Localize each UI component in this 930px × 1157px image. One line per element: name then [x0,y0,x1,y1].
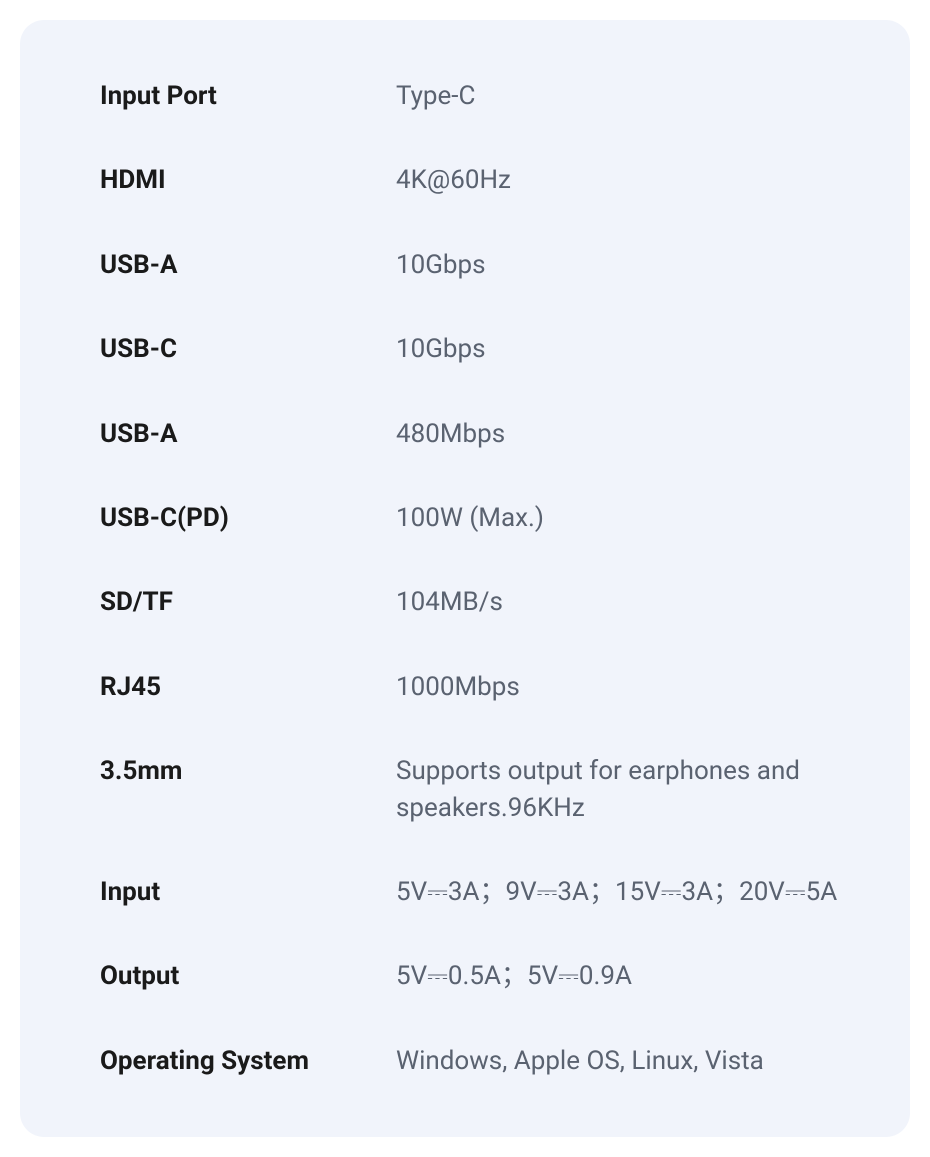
spec-value: 10Gbps [396,247,848,283]
spec-label: RJ45 [100,669,396,705]
spec-row: HDMI 4K@60Hz [100,162,848,198]
spec-label: USB-C(PD) [100,500,396,536]
spec-label: HDMI [100,162,396,198]
spec-value: 10Gbps [396,331,848,367]
spec-row: RJ45 1000Mbps [100,669,848,705]
spec-row: SD/TF 104MB/s [100,584,848,620]
spec-label: USB-C [100,331,396,367]
spec-label: Input Port [100,78,396,114]
spec-value: 4K@60Hz [396,162,848,198]
spec-label: Input [100,874,396,910]
spec-value: Supports output for earphones and speake… [396,753,848,826]
spec-value: 104MB/s [396,584,848,620]
spec-row: USB-A 10Gbps [100,247,848,283]
spec-value: Type-C [396,78,848,114]
spec-row: 3.5mm Supports output for earphones and … [100,753,848,826]
spec-label: 3.5mm [100,753,396,826]
spec-card: Input Port Type-C HDMI 4K@60Hz USB-A 10G… [20,20,910,1137]
spec-label: Output [100,958,396,994]
spec-row: Input Port Type-C [100,78,848,114]
spec-value: 5V⎓0.5A；5V⎓0.9A [396,958,848,994]
spec-label: USB-A [100,416,396,452]
spec-row: USB-A 480Mbps [100,416,848,452]
spec-value: 5V⎓3A；9V⎓3A；15V⎓3A；20V⎓5A [396,874,848,910]
spec-value: 1000Mbps [396,669,848,705]
spec-label: Operating System [100,1043,396,1079]
spec-row: USB-C 10Gbps [100,331,848,367]
spec-value: 480Mbps [396,416,848,452]
spec-label: USB-A [100,247,396,283]
spec-label: SD/TF [100,584,396,620]
spec-row: Operating System Windows, Apple OS, Linu… [100,1043,848,1079]
spec-row: Input 5V⎓3A；9V⎓3A；15V⎓3A；20V⎓5A [100,874,848,910]
spec-value: Windows, Apple OS, Linux, Vista [396,1043,848,1079]
spec-row: Output 5V⎓0.5A；5V⎓0.9A [100,958,848,994]
spec-value: 100W (Max.) [396,500,848,536]
spec-row: USB-C(PD) 100W (Max.) [100,500,848,536]
